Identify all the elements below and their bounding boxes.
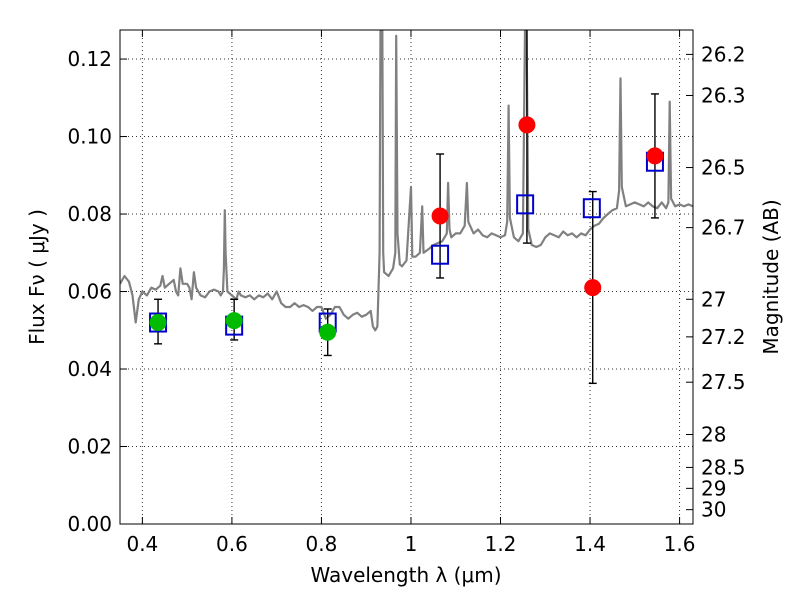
y-axis-label: Flux Fν ( μJy ) xyxy=(25,209,49,345)
magnitude-tick-label: 28.5 xyxy=(701,455,746,479)
magnitude-tick-label: 26.5 xyxy=(701,156,746,180)
model-photometry-square xyxy=(516,194,535,215)
y-tick-label: 0.04 xyxy=(67,357,112,381)
plot-frame xyxy=(119,29,694,525)
model-photometry-square xyxy=(582,198,601,219)
y-tick-label: 0.02 xyxy=(67,435,112,459)
y-tick-label: 0.12 xyxy=(67,47,112,71)
magnitude-axis-label: Magnitude (AB) xyxy=(759,199,783,354)
x-tick-label: 1.6 xyxy=(664,532,696,556)
x-axis-label: Wavelength λ (μm) xyxy=(310,563,501,587)
x-tick-label: 0.8 xyxy=(306,532,338,556)
magnitude-tick-label: 27 xyxy=(701,287,726,311)
observed-red-point xyxy=(584,279,602,297)
model-photometry-square xyxy=(431,244,450,265)
magnitude-tick-label: 26.7 xyxy=(701,216,746,240)
observed-red-point xyxy=(518,116,536,134)
magnitude-tick-label: 26.2 xyxy=(701,42,746,66)
grid-layer xyxy=(120,30,693,525)
y-tick-label: 0.10 xyxy=(67,125,112,149)
magnitude-tick-label: 28 xyxy=(701,422,726,446)
x-tick-label: 0.6 xyxy=(216,532,248,556)
y-tick-label: 0.06 xyxy=(67,280,112,304)
data-layer xyxy=(120,30,693,385)
x-tick-label: 1 xyxy=(405,532,418,556)
y-tick-label: 0.08 xyxy=(67,202,112,226)
observed-green-point xyxy=(225,312,243,330)
y-tick-label: 0.00 xyxy=(67,512,112,536)
observed-green-point xyxy=(149,314,167,332)
model-spectrum-line xyxy=(120,30,693,332)
axes-layer: 0.4 0.6 0.8 1 1.2 1.4 1.6 0.00 0.02 0.04 0.06 0.08 0… xyxy=(67,30,746,556)
x-tick-label: 1.4 xyxy=(574,532,606,556)
observed-green-point xyxy=(319,323,337,341)
magnitude-tick-label: 27.2 xyxy=(701,325,746,349)
x-tick-label: 0.4 xyxy=(126,532,158,556)
x-tick-label: 1.2 xyxy=(485,532,517,556)
observed-red-point xyxy=(431,207,449,225)
magnitude-tick-label: 30 xyxy=(701,498,726,522)
magnitude-tick-label: 29 xyxy=(701,476,726,500)
observed-red-point xyxy=(646,147,664,165)
magnitude-tick-label: 26.3 xyxy=(701,83,746,107)
magnitude-tick-label: 27.5 xyxy=(701,370,746,394)
